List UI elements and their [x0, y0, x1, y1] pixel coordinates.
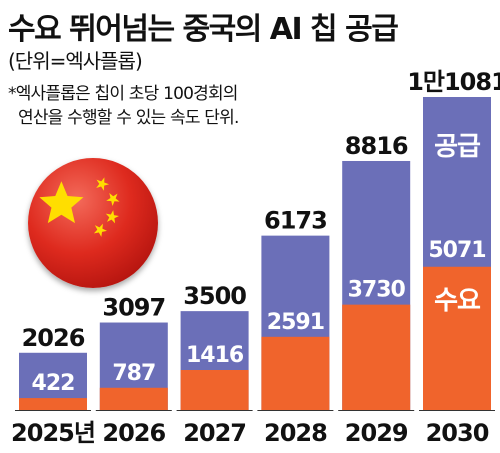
demand-bar	[342, 304, 411, 410]
big-star-icon	[39, 181, 84, 224]
flag-stars	[39, 177, 120, 237]
supply-value-label: 8816	[345, 132, 408, 160]
demand-bar	[261, 336, 330, 410]
footnote-line-1: *엑사플롭은 칩이 초당 100경회의	[8, 84, 238, 104]
demand-bar	[99, 387, 168, 410]
chart-title: 수요 뛰어넘는 중국의 AI 칩 공급	[8, 12, 399, 47]
demand-value-label: 5071	[428, 238, 485, 263]
x-tick-label: 2026	[102, 419, 165, 447]
small-star-icon	[93, 223, 108, 237]
legend-supply-label: 공급	[434, 132, 481, 162]
legend-demand-label: 수요	[434, 286, 481, 316]
x-tick-label: 2027	[183, 419, 246, 447]
supply-value-label: 2026	[22, 324, 85, 352]
supply-value-label: 3500	[183, 282, 246, 310]
supply-value-label: 6173	[264, 207, 327, 235]
demand-bar	[423, 266, 491, 410]
x-tick-label: 2028	[264, 419, 327, 447]
china-flag-icon	[28, 158, 158, 288]
footnote-line-2: 연산을 수행할 수 있는 속도 단위.	[18, 108, 239, 128]
small-star-icon	[105, 210, 119, 224]
x-tick-label: 2030	[426, 419, 489, 447]
demand-value-label: 3730	[348, 278, 406, 303]
demand-value-label: 787	[112, 361, 155, 386]
demand-bar	[180, 370, 249, 410]
x-tick-label: 2025년	[11, 419, 95, 447]
unit-note: (단위=엑사플롭)	[8, 49, 143, 73]
supply-value-label: 1만1081	[407, 68, 500, 96]
demand-value-label: 1416	[186, 343, 244, 368]
small-star-icon	[106, 193, 120, 207]
small-star-icon	[96, 177, 110, 191]
demand-value-label: 422	[32, 371, 75, 396]
demand-bar	[19, 398, 87, 410]
x-tick-label: 2029	[345, 419, 408, 447]
supply-value-label: 3097	[102, 294, 165, 322]
demand-value-label: 2591	[267, 310, 324, 335]
footnote: *엑사플롭은 칩이 초당 100경회의 연산을 수행할 수 있는 속도 단위.	[8, 82, 338, 130]
